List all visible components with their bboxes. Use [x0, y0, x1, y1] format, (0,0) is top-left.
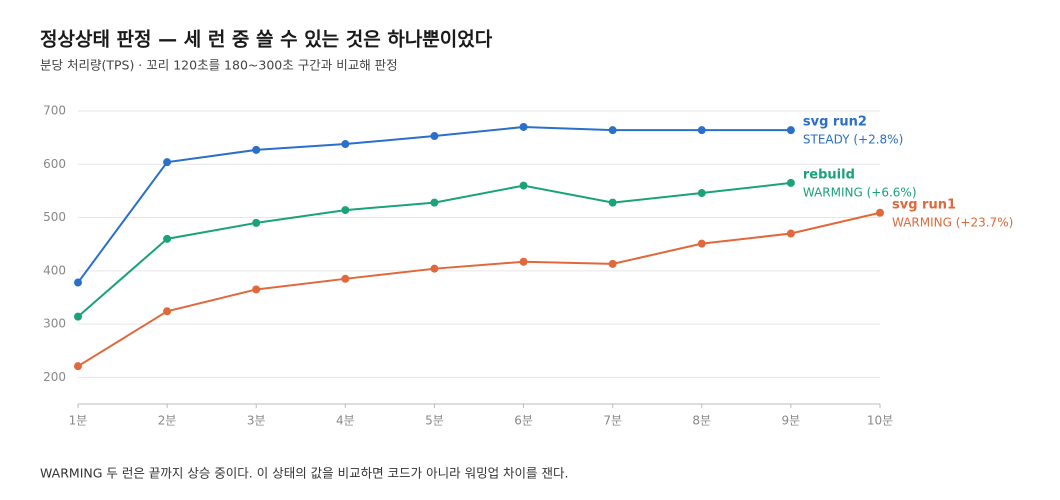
series-status: STEADY (+2.8%) [803, 133, 903, 147]
y-tick-label: 200 [43, 370, 66, 384]
x-tick-label: 6분 [514, 414, 533, 428]
x-tick-label: 4분 [336, 414, 355, 428]
data-point [252, 145, 261, 154]
y-tick-label: 700 [43, 104, 66, 118]
series-status: WARMING (+23.7%) [892, 215, 1013, 229]
x-tick-label: 3분 [247, 414, 266, 428]
x-tick-label: 5분 [425, 414, 444, 428]
data-point [519, 257, 528, 266]
x-tick-label: 9분 [782, 414, 801, 428]
data-point [786, 229, 795, 238]
data-point [163, 307, 172, 316]
series-line [77, 211, 881, 368]
y-tick-label: 500 [43, 210, 66, 224]
y-tick-label: 300 [43, 317, 66, 331]
data-point [430, 132, 439, 141]
data-point [608, 259, 617, 268]
data-point [430, 198, 439, 207]
data-point [697, 126, 706, 135]
y-tick-label: 600 [43, 157, 66, 171]
data-point [430, 264, 439, 273]
data-point [341, 274, 350, 283]
data-point [252, 285, 261, 294]
data-point [697, 189, 706, 198]
series-status: WARMING (+6.6%) [803, 185, 917, 199]
data-point [876, 208, 884, 217]
data-point [608, 126, 617, 135]
data-point [252, 218, 261, 227]
y-tick-label: 400 [43, 263, 66, 277]
data-point [786, 178, 795, 187]
x-tick-label: 7분 [603, 414, 622, 428]
x-tick-label: 2분 [158, 414, 177, 428]
data-point [163, 234, 172, 243]
series-label: svg run1 [892, 197, 956, 212]
x-tick-label: 8분 [692, 414, 711, 428]
chart-subtitle: 분당 처리량(TPS) · 꼬리 120초를 180~300초 구간과 비교해 … [40, 58, 398, 73]
series-label: rebuild [803, 167, 855, 182]
chart-title: 정상상태 판정 — 세 런 중 쓸 수 있는 것은 하나뿐이었다 [40, 29, 493, 51]
data-point [341, 140, 350, 149]
x-tick-label: 10분 [867, 414, 893, 428]
data-point [697, 239, 706, 248]
series-label: svg run2 [803, 115, 867, 130]
data-point [163, 158, 172, 167]
data-point [74, 312, 82, 321]
data-point [74, 278, 82, 287]
data-point [786, 126, 795, 135]
data-point [519, 122, 528, 131]
data-point [519, 181, 528, 190]
data-point [341, 206, 350, 215]
x-tick-label: 1분 [69, 414, 88, 428]
footnote: WARMING 두 런은 끝까지 상승 중이다. 이 상태의 값을 비교하면 코… [40, 466, 569, 481]
data-point [74, 362, 82, 371]
data-point [608, 198, 617, 207]
